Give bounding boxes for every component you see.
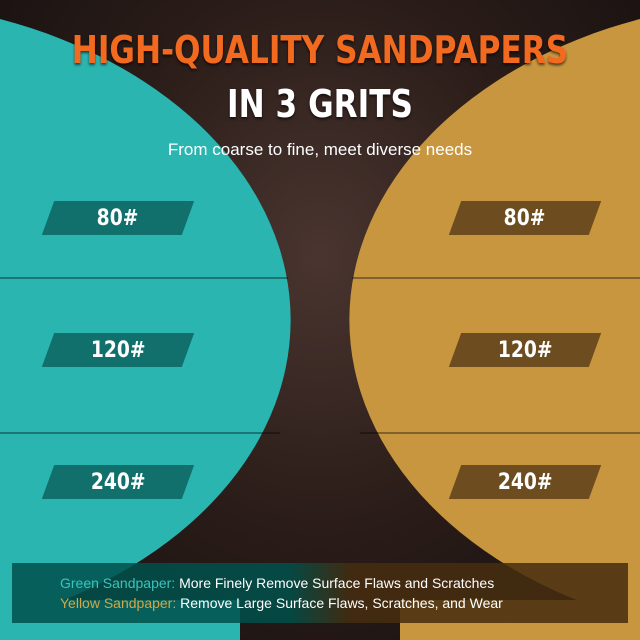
grit-label-green-240: 240#: [48, 465, 188, 499]
green-note: Green Sandpaper: More Finely Remove Surf…: [60, 575, 495, 591]
page-title-line2: IN 3 GRITS: [227, 82, 413, 126]
grit-label-yellow-120: 120#: [455, 333, 595, 367]
yellow-note: Yellow Sandpaper: Remove Large Surface F…: [60, 595, 503, 611]
page-title: HIGH-QUALITY SANDPAPERS: [71, 28, 569, 72]
grit-label-green-120: 120#: [48, 333, 188, 367]
subtitle: From coarse to fine, meet diverse needs: [167, 140, 473, 159]
grit-label-yellow-240: 240#: [455, 465, 595, 499]
grit-label-yellow-80: 80#: [455, 201, 595, 235]
description-box: Green Sandpaper: More Finely Remove Surf…: [12, 563, 628, 623]
grit-label-green-80: 80#: [48, 201, 188, 235]
